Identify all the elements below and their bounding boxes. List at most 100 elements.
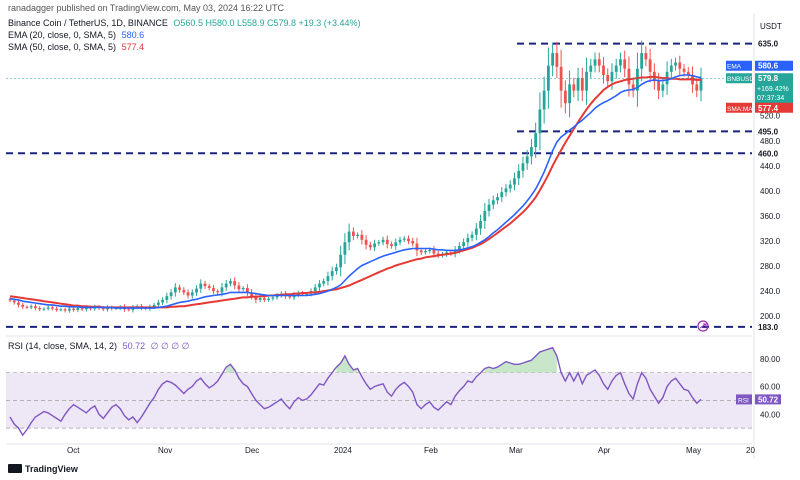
time-tick-label: 2024 — [334, 446, 352, 455]
candle-body — [322, 281, 326, 284]
candle-body — [479, 220, 482, 229]
rsi-tag-name: RSI — [738, 397, 749, 404]
candle-body — [195, 288, 198, 293]
candle-body — [313, 287, 317, 292]
rsi-label: RSI (14, close, SMA, 14, 2) — [8, 341, 118, 351]
price-tag-name-bg — [726, 73, 752, 84]
candle-body — [542, 90, 546, 110]
candle-body — [156, 302, 160, 305]
ema-20-line — [9, 74, 702, 309]
reset-chart-icon-arrow — [699, 323, 707, 329]
candle-body — [267, 298, 270, 300]
candle-body — [17, 302, 20, 305]
candle-body — [343, 242, 347, 255]
candle-body — [63, 309, 67, 311]
candle-body — [8, 299, 12, 301]
rsi-tick-label: 40.00 — [760, 410, 781, 419]
candle-body — [424, 251, 427, 253]
candle-body — [161, 299, 165, 303]
candle-body — [233, 281, 237, 286]
candle-body — [483, 210, 487, 221]
candle-body — [555, 53, 559, 67]
candle-body — [602, 65, 605, 75]
horizontal-level-label: 495.0 — [758, 127, 779, 136]
price-tick-label: 320.0 — [760, 237, 781, 246]
price-tick-label: 480.0 — [760, 137, 781, 146]
candle-body — [597, 59, 601, 66]
candle-body — [178, 287, 181, 290]
candle-body — [525, 156, 529, 164]
symbol-legend[interactable]: Binance Coin / TetherUS, 1D, BINANCE O56… — [8, 18, 364, 28]
candle-body — [572, 84, 576, 91]
candle-body — [220, 287, 224, 293]
ema-value: 580.6 — [121, 30, 145, 40]
candle-body — [394, 242, 398, 247]
candle-body — [29, 306, 33, 308]
candle-body — [568, 84, 571, 104]
candle-body — [674, 62, 677, 66]
candle-body — [241, 288, 245, 290]
level-label-bg — [755, 38, 781, 49]
price-tag-extra: +169.42% — [757, 86, 789, 93]
candle-body — [432, 249, 436, 254]
price-tag-name-bg — [726, 60, 752, 71]
candle-body — [245, 288, 249, 293]
candle-body — [229, 281, 232, 284]
candle-body — [580, 78, 584, 91]
candle-body — [487, 204, 491, 211]
reset-chart-icon[interactable] — [697, 320, 709, 332]
candle-body — [152, 304, 156, 307]
candle-body — [364, 239, 368, 245]
candle-body — [419, 250, 423, 253]
candle-body — [84, 307, 88, 310]
candle-body — [407, 238, 410, 242]
rsi-tag-value: 50.72 — [758, 395, 779, 404]
candle-body — [101, 308, 105, 310]
candle-body — [610, 71, 614, 82]
candle-body — [262, 298, 266, 300]
candle-body — [500, 192, 504, 198]
price-tag-name: BNBUSDT — [727, 76, 758, 83]
time-tick-label: 20 — [746, 446, 755, 455]
sma-legend[interactable]: SMA (50, close, 0, SMA, 5) 577.4 — [8, 42, 147, 52]
time-tick-label: Apr — [598, 446, 611, 455]
candle-body — [360, 234, 364, 240]
candle-body — [466, 237, 470, 243]
rsi-extra: ∅ ∅ ∅ ∅ — [150, 341, 190, 351]
candle-body — [428, 249, 432, 252]
candle-body — [593, 59, 597, 66]
candle-body — [538, 109, 542, 134]
horizontal-level-label: 183.0 — [758, 323, 779, 332]
candle-body — [474, 228, 478, 235]
candle-body — [182, 289, 186, 293]
candle-body — [457, 246, 461, 250]
price-tag-bg — [755, 102, 793, 113]
candle-body — [50, 307, 54, 309]
candle-body — [627, 68, 631, 85]
reset-chart-icon-ring — [697, 320, 709, 332]
candle-body — [127, 309, 131, 311]
rsi-value: 50.72 — [122, 341, 146, 351]
time-tick-label: May — [686, 446, 701, 455]
candle-body — [25, 306, 29, 308]
ema-legend[interactable]: EMA (20, close, 0, SMA, 5) 580.6 — [8, 30, 147, 40]
price-tag-name: SMA:MA — [727, 106, 753, 113]
candle-body — [224, 283, 228, 288]
price-tick-label: 360.0 — [760, 212, 781, 221]
candle-body — [491, 200, 495, 205]
candle-body — [347, 231, 351, 243]
candle-body — [644, 53, 648, 60]
rsi-overbought-fill — [484, 347, 557, 373]
rsi-legend[interactable]: RSI (14, close, SMA, 14, 2) 50.72 ∅ ∅ ∅ … — [8, 341, 192, 352]
candle-body — [669, 65, 673, 72]
candle-body — [373, 243, 376, 248]
candle-body — [398, 239, 402, 243]
tradingview-watermark[interactable]: TradingView — [8, 464, 78, 474]
candle-body — [563, 90, 567, 104]
price-tag-value: 580.6 — [758, 62, 779, 71]
candle-body — [318, 283, 321, 288]
sma-value: 577.4 — [121, 42, 145, 52]
rsi-tag-name-bg — [736, 394, 752, 405]
candle-body — [72, 308, 75, 310]
candle-body — [76, 308, 80, 310]
